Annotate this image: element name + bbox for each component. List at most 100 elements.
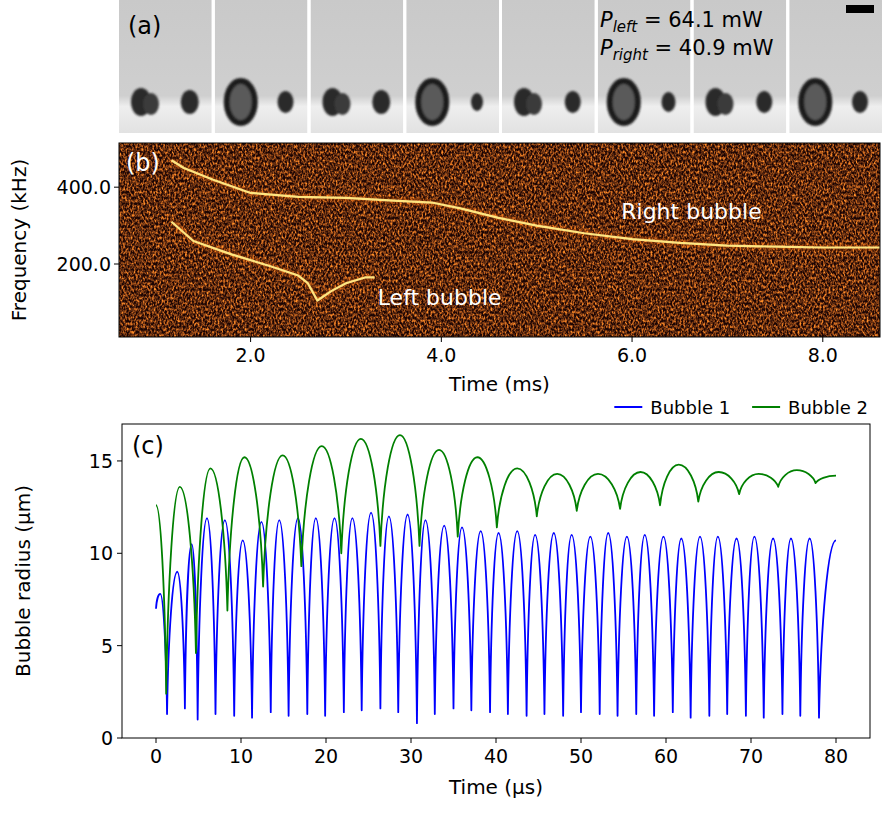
bubble-right — [372, 90, 390, 114]
frame-background — [789, 0, 882, 133]
frequency-trace — [171, 160, 880, 247]
bubble-left — [335, 93, 351, 115]
image-frame — [789, 0, 882, 133]
frame-background — [119, 0, 212, 133]
spectrogram-background — [119, 143, 880, 337]
frame-background — [502, 0, 595, 133]
value-text: = 64.1 mW — [637, 8, 763, 32]
legend-label: Bubble 1 — [650, 397, 730, 418]
x-tick-label: 6.0 — [617, 344, 647, 366]
trace-label: Left bubble — [378, 285, 502, 310]
y-tick-label: 5 — [101, 635, 113, 657]
x-tick — [632, 337, 633, 342]
y-tick — [117, 738, 122, 739]
bubble-right — [852, 91, 868, 113]
bubbles — [514, 88, 581, 116]
image-frame — [502, 0, 595, 133]
x-tick-label: 80 — [824, 745, 848, 767]
legend-swatch — [752, 406, 780, 408]
bubble-right — [278, 91, 294, 113]
y-tick-label: 200.0 — [57, 253, 111, 275]
bubble-left — [526, 93, 542, 115]
legend-item: Bubble 2 — [752, 397, 868, 418]
power-label: Pleft = 64.1 mW — [600, 8, 763, 36]
y-tick-label: 400.0 — [57, 176, 111, 198]
x-tick-label: 10 — [229, 745, 253, 767]
radius-line — [156, 435, 836, 694]
plot-frame — [122, 424, 870, 738]
image-frame — [311, 0, 404, 133]
panel-a: (a)Pleft = 64.1 mWPright = 40.9 mW — [119, 0, 882, 133]
y-tick — [114, 187, 119, 188]
bubble-left — [801, 81, 829, 123]
plot-background — [122, 424, 870, 738]
bubble-left — [418, 81, 446, 123]
y-tick-label: 15 — [89, 450, 113, 472]
x-tick — [822, 337, 823, 342]
panel-b: 2.04.06.08.0200.0400.0Time (ms)Frequency… — [7, 143, 880, 396]
x-tick — [666, 738, 667, 743]
frame-background — [406, 0, 499, 133]
legend-item: Bubble 1 — [614, 397, 730, 418]
legend-swatch — [614, 406, 642, 408]
subscript: right — [613, 46, 649, 64]
image-frame — [406, 0, 499, 133]
power-label: Pright = 40.9 mW — [600, 36, 774, 64]
x-tick-label: 30 — [399, 745, 423, 767]
bubble-right — [662, 92, 676, 112]
y-tick — [117, 460, 122, 461]
x-tick — [156, 738, 157, 743]
traces — [171, 160, 880, 300]
y-tick-label: 10 — [89, 542, 113, 564]
bubbles — [610, 81, 676, 123]
x-tick-label: 50 — [569, 745, 593, 767]
y-axis-title: Frequency (kHz) — [7, 159, 31, 321]
x-tick-label: 2.0 — [235, 344, 265, 366]
bubbles — [706, 88, 773, 116]
y-axis-title: Bubble radius (μm) — [11, 485, 35, 677]
bubble-right — [181, 90, 199, 114]
frame-background — [311, 0, 404, 133]
x-axis-title: Time (ms) — [448, 372, 550, 396]
bubble-right — [565, 91, 581, 113]
legend-label: Bubble 2 — [788, 397, 868, 418]
panel-label: (b) — [126, 149, 160, 177]
radius-line — [156, 513, 836, 724]
bubbles — [227, 81, 294, 123]
bubbles — [323, 88, 391, 116]
x-tick — [250, 337, 251, 342]
figure: (a)Pleft = 64.1 mWPright = 40.9 mW2.04.0… — [0, 0, 884, 814]
x-tick — [441, 337, 442, 342]
legend: Bubble 1 Bubble 2 — [614, 397, 868, 418]
spectrogram-noise — [119, 143, 880, 337]
image-frame — [215, 0, 308, 133]
subscript: left — [613, 18, 639, 36]
x-tick-label: 70 — [739, 745, 763, 767]
y-tick — [117, 553, 122, 554]
x-tick — [751, 738, 752, 743]
x-tick-label: 20 — [314, 745, 338, 767]
x-tick — [411, 738, 412, 743]
plot-frame — [119, 143, 880, 337]
bubbles — [418, 81, 483, 123]
scale-bar — [846, 5, 874, 13]
bubbles — [801, 81, 868, 123]
y-tick — [117, 645, 122, 646]
x-tick — [836, 738, 837, 743]
x-tick-label: 40 — [484, 745, 508, 767]
image-frame — [119, 0, 212, 133]
x-tick-label: 0 — [150, 745, 162, 767]
bubble-left — [227, 81, 255, 123]
panel-label: (c) — [132, 432, 164, 460]
symbol: P — [600, 8, 613, 32]
x-tick-label: 60 — [654, 745, 678, 767]
value-text: = 40.9 mW — [648, 36, 774, 60]
frequency-trace — [171, 222, 374, 301]
x-tick — [241, 738, 242, 743]
symbol: P — [600, 36, 613, 60]
x-axis-title: Time (μs) — [448, 775, 543, 799]
x-tick — [581, 738, 582, 743]
trace-label: Right bubble — [621, 199, 761, 224]
bubbles — [131, 88, 199, 116]
bubble-left — [143, 93, 159, 115]
